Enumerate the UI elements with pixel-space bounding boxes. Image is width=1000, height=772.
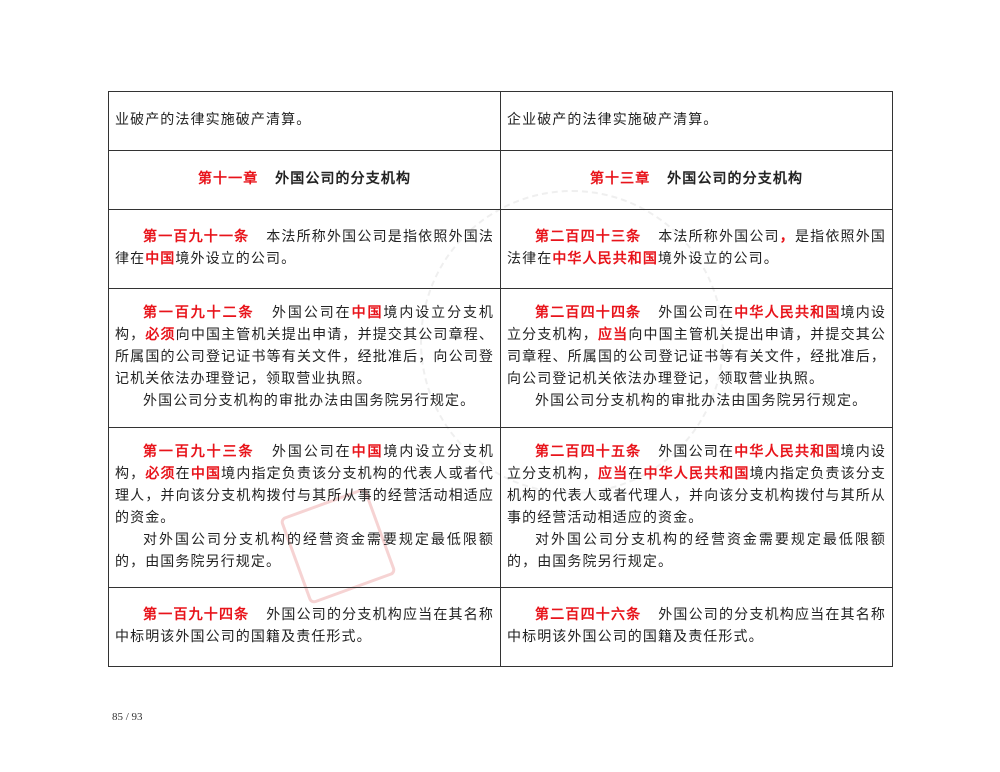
- highlighted-text: 应当: [597, 466, 629, 482]
- highlighted-text: 必须: [145, 328, 176, 343]
- text: 对外国公司分支机构的经营资金需要规定最低限额的，由国务院另行规定。: [507, 532, 886, 570]
- paragraph: 业破产的法律实施破产清算。: [115, 110, 494, 132]
- text: 境内设立分支机构，: [507, 444, 887, 482]
- highlighted-text: 中国: [145, 252, 176, 267]
- paragraph: 第十三章 外国公司的分支机构: [507, 169, 886, 191]
- text: 境内指定负责该分支机构的代表人或者代理人，并向该分支机构拨付与其所从事的经营活动…: [507, 466, 886, 526]
- highlighted-text: 中国: [351, 306, 384, 321]
- highlighted-text: 第一百九十四条: [143, 608, 250, 623]
- text: 是指依照外国法律在: [507, 230, 886, 267]
- article-row: 第一百九十二条 外国公司在中国境内设立分支机构，必须向中国主管机关提出申请，并提交…: [108, 288, 893, 428]
- article-row: 第一百九十三条 外国公司在中国境内设立分支机构，必须在中国境内指定负责该分支机构的…: [108, 427, 893, 588]
- text: 外国公司分支机构的审批办法由国务院另行规定。: [535, 394, 868, 409]
- text: 境内设立分支机构，: [115, 444, 495, 482]
- article-row: 第一百九十一条 本法所称外国公司是指依照外国法律在中国境外设立的公司。 第二百四十三…: [108, 209, 893, 289]
- highlighted-text: 中华人民共和国: [552, 252, 659, 267]
- paragraph: 第二百四十三条 本法所称外国公司，是指依照外国法律在中华人民共和国境外设立的公司。: [507, 227, 886, 271]
- text: 境外设立的公司。: [658, 252, 779, 267]
- left-column-cell: 第一百九十二条 外国公司在中国境内设立分支机构，必须向中国主管机关提出申请，并提交…: [108, 288, 501, 428]
- paragraph: 第一百九十三条 外国公司在中国境内设立分支机构，必须在中国境内指定负责该分支机构的…: [115, 442, 494, 530]
- article-row: 第一百九十四条 外国公司的分支机构应当在其名称中标明该外国公司的国籍及责任形式。第…: [108, 587, 893, 667]
- highlighted-text: 中华人民共和国: [734, 444, 841, 460]
- text: 外国公司的分支机构应当在其名称中标明该外国公司的国籍及责任形式。: [115, 608, 495, 645]
- text: 对外国公司分支机构的经营资金需要规定最低限额的，由国务院另行规定。: [115, 532, 494, 570]
- text: 向中国主管机关提出申请，并提交其公司章程、所属国的公司登记证书等有关文件，经批准…: [507, 328, 887, 387]
- text: 本法所称外国公司是指依照外国法律在: [115, 230, 495, 267]
- text: 境外设立的公司。: [175, 252, 297, 267]
- highlighted-text: 中华人民共和国: [734, 306, 841, 321]
- paragraph: 外国公司分支机构的审批办法由国务院另行规定。: [115, 391, 494, 413]
- paragraph: 第一百九十二条 外国公司在中国境内设立分支机构，必须向中国主管机关提出申请，并提交…: [115, 303, 494, 391]
- text: 在: [175, 466, 191, 482]
- highlighted-text: 必须: [145, 466, 176, 482]
- paragraph: 第二百四十五条 外国公司在中华人民共和国境内设立分支机构，应当在中华人民共和国境内…: [507, 442, 886, 530]
- comparison-table: 业破产的法律实施破产清算。 企业破产的法律实施破产清算。 第十一章 外国公司的分支机构…: [108, 91, 893, 667]
- highlighted-text: 第二百四十三条: [535, 230, 642, 245]
- highlighted-text: 第一百九十三条: [143, 444, 255, 460]
- text: 企业破产的法律实施破产清算。: [507, 113, 719, 128]
- paragraph: 第十一章 外国公司的分支机构: [115, 169, 494, 191]
- highlighted-text: 第十一章: [197, 172, 259, 187]
- left-column-cell: 第一百九十四条 外国公司的分支机构应当在其名称中标明该外国公司的国籍及责任形式。: [108, 587, 501, 667]
- paragraph: 第二百四十四条 外国公司在中华人民共和国境内设立分支机构，应当向中国主管机关提出申…: [507, 303, 886, 391]
- left-column-cell: 业破产的法律实施破产清算。: [108, 91, 501, 151]
- right-column-cell: 企业破产的法律实施破产清算。: [500, 91, 893, 151]
- text: 外国公司的分支机构: [275, 172, 412, 187]
- left-column-cell: 第一百九十一条 本法所称外国公司是指依照外国法律在中国境外设立的公司。: [108, 209, 501, 289]
- paragraph: 第一百九十一条 本法所称外国公司是指依照外国法律在中国境外设立的公司。: [115, 227, 494, 271]
- highlighted-text: 第十三章: [589, 172, 651, 187]
- highlighted-text: 应当: [597, 328, 629, 343]
- text: 向中国主管机关提出申请，并提交其公司章程、所属国的公司登记证书等有关文件，经批准…: [115, 328, 494, 387]
- text: 业破产的法律实施破产清算。: [115, 113, 312, 128]
- text: 外国公司的分支机构应当在其名称中标明该外国公司的国籍及责任形式。: [507, 608, 887, 645]
- paragraph: 第一百九十四条 外国公司的分支机构应当在其名称中标明该外国公司的国籍及责任形式。: [115, 605, 494, 649]
- text: 外国公司分支机构的审批办法由国务院另行规定。: [143, 394, 476, 409]
- highlighted-text: 第二百四十五条: [535, 444, 642, 460]
- text: 外国公司的分支机构: [667, 172, 804, 187]
- highlighted-text: 第二百四十六条: [535, 608, 642, 623]
- chapter-heading-row: 第十一章 外国公司的分支机构 第十三章 外国公司的分支机构: [108, 150, 893, 210]
- text: 境内设立分支机构，: [115, 306, 495, 343]
- left-column-cell: 第十一章 外国公司的分支机构: [108, 150, 501, 210]
- right-column-cell: 第二百四十六条 外国公司的分支机构应当在其名称中标明该外国公司的国籍及责任形式。: [500, 587, 893, 667]
- paragraph: 对外国公司分支机构的经营资金需要规定最低限额的，由国务院另行规定。: [115, 530, 494, 574]
- highlighted-text: 第一百九十二条: [143, 306, 255, 321]
- highlighted-text: ，: [779, 230, 795, 245]
- right-column-cell: 第二百四十五条 外国公司在中华人民共和国境内设立分支机构，应当在中华人民共和国境内…: [500, 427, 893, 588]
- paragraph: 第二百四十六条 外国公司的分支机构应当在其名称中标明该外国公司的国籍及责任形式。: [507, 605, 886, 649]
- right-column-cell: 第二百四十三条 本法所称外国公司，是指依照外国法律在中华人民共和国境外设立的公司。: [500, 209, 893, 289]
- left-column-cell: 第一百九十三条 外国公司在中国境内设立分支机构，必须在中国境内指定负责该分支机构的…: [108, 427, 501, 588]
- text: 外国公司在: [658, 306, 735, 321]
- text: 外国公司在: [271, 444, 352, 460]
- text: 境内设立分支机构，: [507, 306, 887, 343]
- highlighted-text: 中国: [190, 466, 222, 482]
- text: 在: [628, 466, 644, 482]
- paragraph: 企业破产的法律实施破产清算。: [507, 110, 886, 132]
- highlighted-text: 中国: [351, 444, 384, 460]
- article-row: 业破产的法律实施破产清算。 企业破产的法律实施破产清算。: [108, 91, 893, 151]
- paragraph: 对外国公司分支机构的经营资金需要规定最低限额的，由国务院另行规定。: [507, 530, 886, 574]
- highlighted-text: 中华人民共和国: [643, 466, 750, 482]
- right-column-cell: 第十三章 外国公司的分支机构: [500, 150, 893, 210]
- text: 外国公司在: [271, 306, 352, 321]
- right-column-cell: 第二百四十四条 外国公司在中华人民共和国境内设立分支机构，应当向中国主管机关提出申…: [500, 288, 893, 428]
- text: 境内指定负责该分支机构的代表人或者代理人，并向该分支机构拨付与其所从事的经营活动…: [115, 466, 494, 526]
- page-number: 85 / 93: [112, 711, 143, 723]
- highlighted-text: 第二百四十四条: [535, 306, 642, 321]
- highlighted-text: 第一百九十一条: [143, 230, 250, 245]
- text: 本法所称外国公司: [658, 230, 780, 245]
- text: 外国公司在: [658, 444, 735, 460]
- paragraph: 外国公司分支机构的审批办法由国务院另行规定。: [507, 391, 886, 413]
